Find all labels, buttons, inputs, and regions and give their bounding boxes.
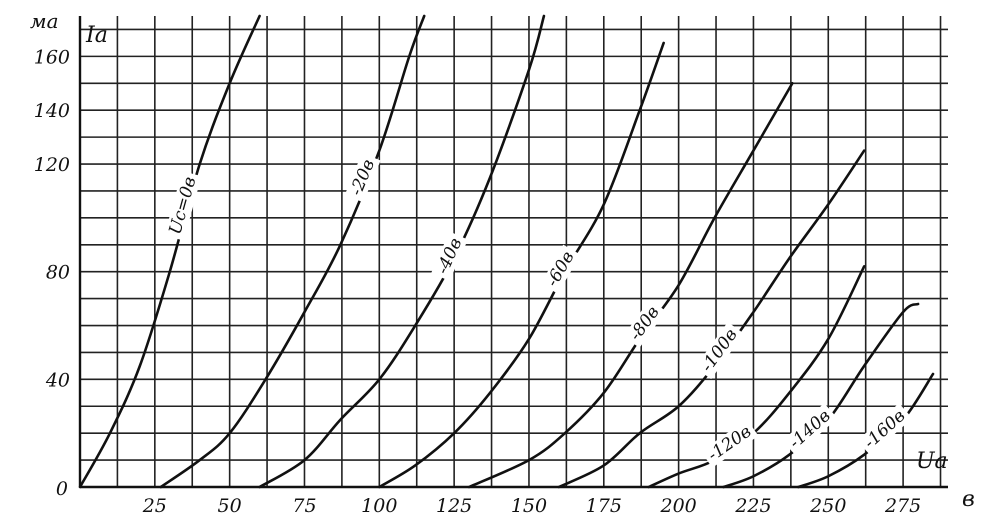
curve-label-bg [857,403,913,456]
x-unit-label: в [962,487,975,512]
x-tick-label: 25 [142,495,167,517]
tick-labels: 25 50 75 100 125 150 175 200 225 250 275 40 80 120 140… [34,46,922,517]
curve-line [78,14,261,489]
curve-label-bg [540,244,581,294]
x-tick-label: 275 [884,495,921,517]
x-tick-label: 200 [659,495,696,517]
y-axis-label: Iа [85,23,108,48]
curve-label: -100в [697,325,741,376]
curve-line [159,14,426,489]
curve-label-bg [623,299,667,348]
x-tick-label: 150 [511,495,547,517]
x-tick-label: 250 [809,495,846,517]
plate-curves [78,14,935,489]
curve-label: -20в [346,157,379,199]
y-unit-label: ма [30,9,59,33]
curve-label-bg [694,321,745,380]
curve-label-bg [164,170,202,241]
x-tick-label: 75 [292,495,316,517]
curve-label: Uс=0в [165,175,200,237]
y-tick-label: 120 [34,154,70,176]
x-tick-label: 175 [586,495,622,517]
x-tick-label: 50 [218,495,242,517]
curve-label: -140в [785,406,834,453]
x-axis-label: Uа [916,449,948,474]
curve-line [797,372,935,489]
origin-label: 0 [56,478,68,500]
x-tick-label: 225 [734,495,771,517]
curve-label-bg [782,403,838,456]
x-tick-label: 125 [436,495,472,517]
curve-line [647,265,866,489]
y-tick-label: 40 [45,369,70,391]
curve-labels: Uс=0в -20в-40в -60в-80в-100в-120в -140в -160… [164,152,913,468]
x-tick-label: 100 [361,495,397,517]
y-tick-label: 80 [46,262,70,284]
y-tick-label: 160 [34,46,70,68]
curve-line [258,14,546,489]
curve-label-bg [431,231,468,281]
curve-label-bg [344,152,381,203]
y-tick-label: 140 [34,100,70,122]
curve-line [378,41,665,489]
curve-label-bg [700,419,759,468]
curve-label: -160в [860,406,909,453]
curve-label: -120в [704,422,755,466]
